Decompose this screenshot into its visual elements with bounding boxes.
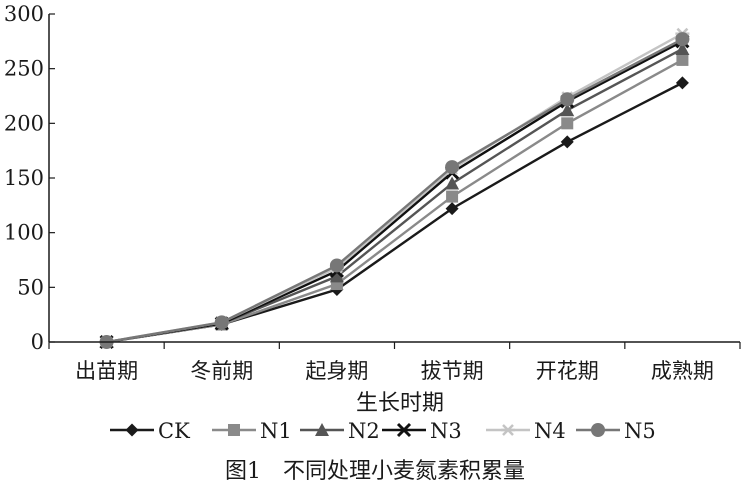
data-point	[676, 53, 689, 66]
x-tick-label: 成熟期	[651, 359, 714, 383]
legend-marker	[315, 423, 329, 436]
data-point	[445, 160, 460, 175]
figure-caption: 图1 不同处理小麦氮素积累量	[225, 459, 525, 484]
data-point	[560, 103, 575, 117]
data-point	[561, 117, 574, 130]
data-point	[445, 176, 460, 190]
legend-marker	[125, 423, 139, 437]
y-tick-label: 200	[4, 111, 44, 135]
series-n4	[99, 27, 690, 348]
series-ck	[100, 76, 689, 349]
legend-entry-ck: CK	[110, 419, 190, 443]
legend: CK N1 N2 N3 N4 N5	[110, 419, 656, 443]
legend-label: CK	[158, 419, 190, 443]
data-point	[445, 202, 459, 216]
legend-label: N1	[260, 419, 292, 443]
legend-marker	[591, 423, 605, 437]
series-line	[106, 40, 683, 344]
y-tick-label: 50	[17, 275, 44, 299]
plot-area	[99, 27, 690, 350]
legend-label: N3	[430, 419, 462, 443]
data-point	[214, 315, 229, 330]
x-tick-label: 开花期	[536, 359, 599, 383]
x-tick-label: 出苗期	[75, 359, 138, 383]
series-line	[106, 38, 683, 344]
y-axis: 0 50 100 150 200 250 300	[4, 2, 55, 354]
data-point	[329, 258, 344, 273]
series-line	[106, 58, 683, 344]
series-line	[106, 47, 683, 344]
legend-entry-n1: N1	[212, 419, 292, 443]
legend-entry-n5: N5	[576, 419, 656, 443]
legend-entry-n2: N2	[300, 419, 380, 443]
legend-marker	[396, 422, 412, 438]
legend-entry-n3: N3	[382, 419, 462, 443]
data-point	[446, 190, 459, 203]
series-line	[106, 81, 683, 344]
data-point	[675, 32, 690, 47]
legend-label: N5	[624, 419, 656, 443]
series-n2	[99, 41, 690, 348]
data-point	[675, 76, 689, 90]
data-point	[560, 135, 574, 149]
x-axis: 出苗期 冬前期 起身期 拔节期 开花期 成熟期	[48, 341, 741, 383]
legend-entry-n4: N4	[486, 419, 566, 443]
series-line	[106, 32, 683, 344]
y-tick-label: 250	[4, 57, 44, 81]
legend-marker	[228, 424, 240, 436]
legend-label: N2	[348, 419, 380, 443]
data-point	[560, 92, 575, 107]
data-point	[329, 269, 344, 283]
y-tick-label: 100	[4, 221, 44, 245]
y-tick-label: 150	[4, 166, 44, 190]
y-tick-label: 300	[4, 2, 44, 26]
series-n1	[100, 53, 689, 348]
legend-marker	[501, 424, 515, 436]
x-tick-label: 冬前期	[190, 359, 253, 383]
data-point	[675, 41, 690, 55]
x-axis-title: 生长时期	[356, 391, 444, 416]
x-tick-label: 拔节期	[421, 359, 484, 383]
legend-label: N4	[534, 419, 566, 443]
y-tick-label: 0	[31, 330, 44, 354]
series-n5	[99, 32, 690, 349]
x-tick-label: 起身期	[305, 359, 368, 383]
